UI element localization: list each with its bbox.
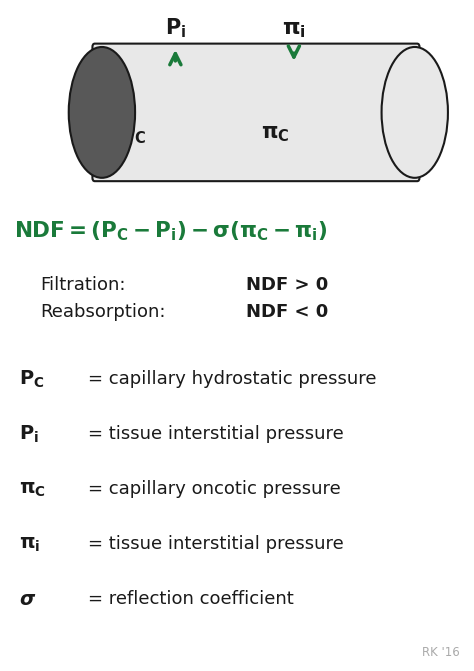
- FancyBboxPatch shape: [92, 44, 419, 181]
- Text: NDF < 0: NDF < 0: [246, 303, 329, 321]
- Text: $\mathbf{NDF = (P_C - P_i) - \sigma(\pi_C - \pi_i)}$: $\mathbf{NDF = (P_C - P_i) - \sigma(\pi_…: [14, 219, 328, 244]
- Text: $\mathbf{\pi_i}$: $\mathbf{\pi_i}$: [19, 535, 40, 554]
- Text: $\mathbf{P_i}$: $\mathbf{P_i}$: [165, 17, 186, 40]
- Text: = capillary hydrostatic pressure: = capillary hydrostatic pressure: [88, 370, 376, 388]
- Text: $\mathbf{P_i}$: $\mathbf{P_i}$: [19, 423, 39, 445]
- Text: = reflection coefficient: = reflection coefficient: [88, 590, 293, 608]
- Text: $\mathbf{\pi_C}$: $\mathbf{\pi_C}$: [261, 124, 289, 144]
- Text: $\mathbf{P_C}$: $\mathbf{P_C}$: [119, 122, 146, 146]
- Ellipse shape: [69, 47, 135, 178]
- Text: = tissue interstitial pressure: = tissue interstitial pressure: [88, 535, 344, 553]
- Text: RK '16: RK '16: [422, 646, 460, 659]
- Text: Filtration:: Filtration:: [40, 276, 126, 294]
- Text: NDF > 0: NDF > 0: [246, 276, 329, 294]
- Text: $\boldsymbol{\sigma}$: $\boldsymbol{\sigma}$: [19, 590, 36, 609]
- Text: = capillary oncotic pressure: = capillary oncotic pressure: [88, 480, 340, 498]
- Text: Reabsorption:: Reabsorption:: [40, 303, 166, 321]
- Text: $\mathbf{\pi_C}$: $\mathbf{\pi_C}$: [19, 480, 46, 499]
- Text: $\mathbf{P_C}$: $\mathbf{P_C}$: [19, 368, 45, 390]
- Text: = tissue interstitial pressure: = tissue interstitial pressure: [88, 425, 344, 443]
- Text: $\mathbf{\pi_i}$: $\mathbf{\pi_i}$: [282, 20, 306, 40]
- Ellipse shape: [382, 47, 448, 178]
